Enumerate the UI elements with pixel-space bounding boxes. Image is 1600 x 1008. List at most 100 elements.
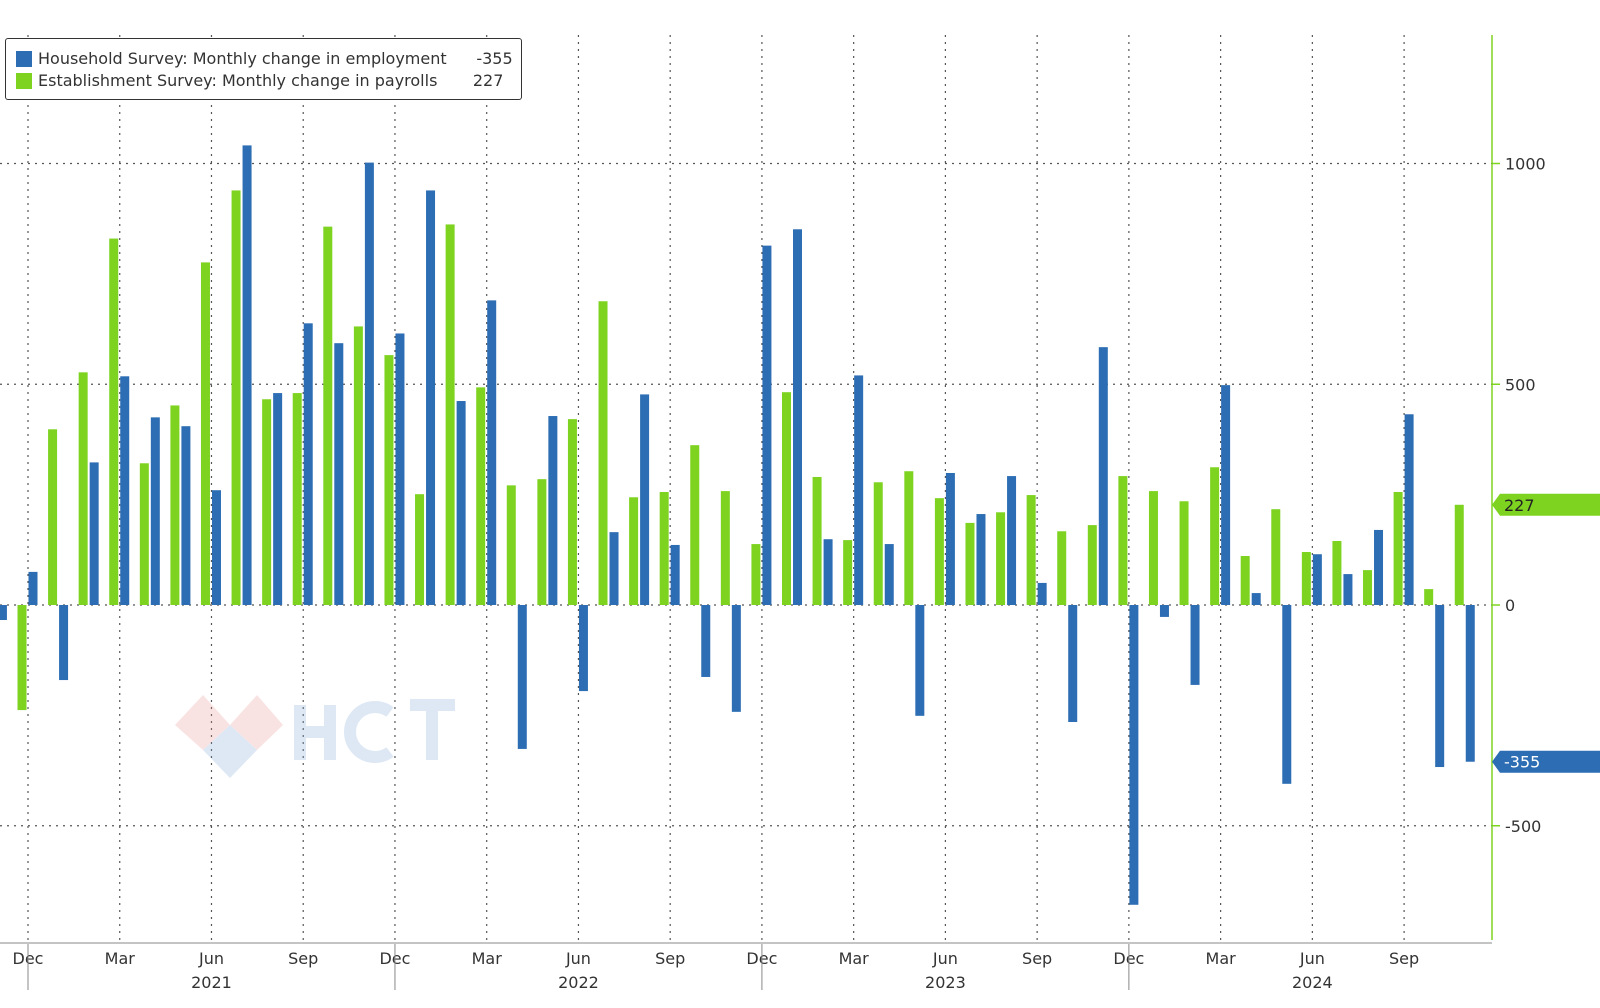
bar-establishment [782, 392, 791, 605]
bar-establishment [1240, 555, 1250, 605]
bar-household [731, 605, 741, 712]
bar-establishment [843, 540, 853, 605]
year-label: 2022 [558, 973, 599, 992]
legend-label-household: Household Survey: Monthly change in empl… [38, 49, 447, 68]
bar-household [578, 605, 588, 692]
bar-establishment [751, 544, 761, 605]
x-tick-label: Sep [288, 949, 318, 968]
bar-establishment [262, 399, 272, 605]
bar-household [1251, 593, 1261, 605]
bar-establishment [812, 476, 822, 605]
bar-establishment [292, 393, 302, 605]
y-tick-label: -500 [1505, 817, 1541, 836]
bar-establishment [445, 224, 455, 605]
bar-establishment [1301, 552, 1311, 605]
bar-establishment [598, 301, 608, 605]
bar-establishment [1271, 509, 1281, 605]
x-tick-label: Jun [198, 949, 224, 968]
bar-household [273, 393, 283, 605]
bar-establishment [231, 190, 241, 605]
bar-establishment [1179, 501, 1189, 605]
bar-household [1221, 385, 1231, 605]
last-value-tag [1492, 493, 1600, 516]
bar-household [303, 323, 313, 605]
bar-establishment [476, 387, 486, 605]
bar-establishment [934, 498, 944, 605]
y-tick-label: 0 [1505, 596, 1515, 615]
y-tick-label: 1000 [1505, 155, 1546, 174]
x-tick-label: Jun [932, 949, 958, 968]
bar-household [456, 401, 466, 605]
bar-household [1435, 605, 1445, 768]
bar-household [242, 145, 252, 605]
legend-value-establishment: 227 [472, 71, 504, 90]
y-tick-label: 500 [1505, 375, 1536, 394]
bar-establishment [873, 482, 883, 605]
bar-household [701, 605, 711, 677]
bar-establishment [1210, 467, 1220, 605]
bar-household [487, 300, 497, 605]
legend-item-establishment: Establishment Survey: Monthly change in … [6, 70, 513, 92]
bar-establishment [965, 522, 975, 605]
bar-household [1068, 605, 1078, 722]
legend-swatch-household [16, 51, 32, 67]
bar-household [762, 245, 772, 605]
bar-establishment [48, 429, 58, 605]
bar-household [181, 426, 191, 605]
bar-household [364, 162, 374, 605]
bar-household [1159, 605, 1169, 617]
bar-establishment [200, 262, 210, 605]
bar-household [915, 605, 925, 716]
legend-label-establishment: Establishment Survey: Monthly change in … [38, 71, 438, 90]
bar-establishment [567, 419, 577, 605]
bar-household [59, 605, 69, 681]
bar-establishment [78, 372, 88, 605]
bar-household [89, 462, 99, 605]
bar-establishment [170, 405, 180, 605]
bar-establishment [139, 463, 149, 605]
bar-household [640, 394, 650, 605]
bar-household [1312, 554, 1322, 605]
year-label: 2024 [1292, 973, 1333, 992]
bar-household [854, 375, 864, 605]
bar-establishment [506, 485, 516, 605]
bar-household [211, 490, 221, 605]
bar-household [28, 571, 38, 605]
bar-establishment [1363, 570, 1373, 605]
bar-establishment [353, 326, 363, 605]
bar-household [1037, 582, 1047, 605]
last-value-label: 227 [1504, 496, 1535, 515]
bar-household [1282, 605, 1292, 784]
bar-household [426, 190, 436, 605]
bar-establishment [415, 494, 425, 605]
x-tick-label: Jun [565, 949, 591, 968]
legend-value-household: -355 [476, 49, 513, 68]
bar-household [548, 416, 558, 605]
year-label: 2021 [191, 973, 232, 992]
bar-establishment [659, 491, 669, 605]
bar-household [945, 472, 955, 605]
last-value-label: -355 [1504, 753, 1540, 772]
bar-household [793, 229, 802, 605]
bar-establishment [1454, 504, 1464, 605]
bar-household [884, 544, 894, 605]
bar-establishment [1148, 491, 1158, 605]
bar-establishment [17, 605, 27, 711]
bar-household [670, 544, 680, 605]
legend-item-household: Household Survey: Monthly change in empl… [6, 48, 513, 70]
bar-establishment [1393, 491, 1403, 605]
bar-establishment [904, 471, 914, 605]
bar-establishment [537, 479, 547, 605]
x-tick-label: Mar [1206, 949, 1237, 968]
bar-establishment [1332, 540, 1342, 605]
bar-establishment [1026, 495, 1036, 605]
bar-establishment [323, 226, 333, 605]
bar-household [823, 539, 833, 605]
bar-establishment [1424, 589, 1434, 605]
year-label: 2023 [925, 973, 966, 992]
bar-household [0, 605, 7, 621]
x-tick-label: Mar [105, 949, 136, 968]
x-tick-label: Mar [839, 949, 870, 968]
bar-establishment [384, 355, 394, 605]
